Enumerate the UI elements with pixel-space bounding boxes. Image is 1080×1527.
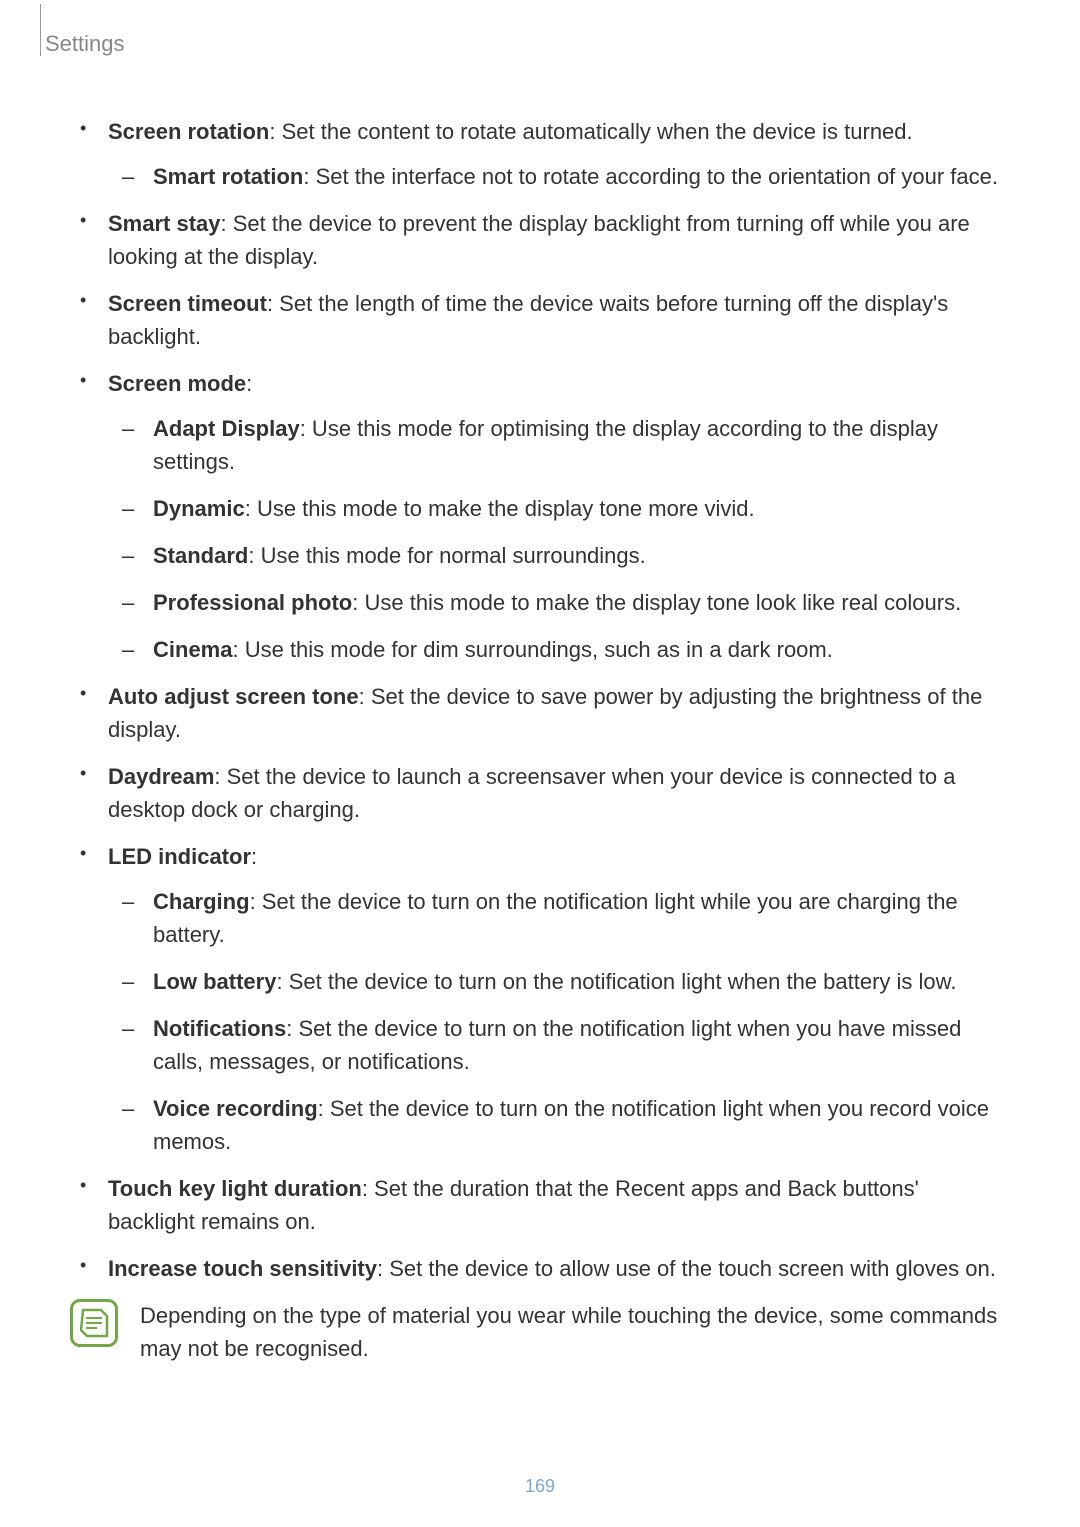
sub-list-item: Smart rotation: Set the interface not to… (108, 160, 1010, 193)
item-title: Auto adjust screen tone (108, 684, 359, 709)
sub-item-description: : Use this mode for normal surroundings. (248, 543, 645, 568)
sub-list-item: Standard: Use this mode for normal surro… (108, 539, 1010, 572)
list-item: Touch key light duration: Set the durati… (70, 1172, 1010, 1238)
sub-item-title: Cinema (153, 637, 232, 662)
header-title: Settings (45, 31, 125, 57)
list-item: Increase touch sensitivity: Set the devi… (70, 1252, 1010, 1285)
list-item: Screen rotation: Set the content to rota… (70, 115, 1010, 193)
item-title: LED indicator (108, 844, 251, 869)
sub-item-title: Notifications (153, 1016, 286, 1041)
list-item: Daydream: Set the device to launch a scr… (70, 760, 1010, 826)
list-item: Auto adjust screen tone: Set the device … (70, 680, 1010, 746)
sub-item-title: Charging (153, 889, 250, 914)
sub-list-item: Low battery: Set the device to turn on t… (108, 965, 1010, 998)
sub-item-description: : Set the device to turn on the notifica… (153, 889, 958, 947)
sub-list-item: Cinema: Use this mode for dim surroundin… (108, 633, 1010, 666)
sub-item-description: : Use this mode for dim surroundings, su… (232, 637, 832, 662)
sub-list-item: Professional photo: Use this mode to mak… (108, 586, 1010, 619)
list-item: Screen timeout: Set the length of time t… (70, 287, 1010, 353)
sub-list-item: Notifications: Set the device to turn on… (108, 1012, 1010, 1078)
page-header: Settings (40, 0, 125, 60)
list-item: Smart stay: Set the device to prevent th… (70, 207, 1010, 273)
item-description: : Set the content to rotate automaticall… (269, 119, 912, 144)
item-title: Smart stay (108, 211, 221, 236)
item-description: : Set the device to allow use of the tou… (377, 1256, 996, 1281)
sub-item-description: : Use this mode to make the display tone… (352, 590, 961, 615)
sub-item-title: Smart rotation (153, 164, 303, 189)
item-description: : (251, 844, 257, 869)
item-description: : Set the device to launch a screensaver… (108, 764, 956, 822)
sub-list-item: Dynamic: Use this mode to make the displ… (108, 492, 1010, 525)
sub-item-title: Standard (153, 543, 248, 568)
sub-list: Adapt Display: Use this mode for optimis… (108, 412, 1010, 666)
sub-item-description: : Use this mode to make the display tone… (245, 496, 755, 521)
item-title: Screen timeout (108, 291, 267, 316)
item-title: Touch key light duration (108, 1176, 362, 1201)
sub-list: Charging: Set the device to turn on the … (108, 885, 1010, 1158)
sub-list: Smart rotation: Set the interface not to… (108, 160, 1010, 193)
note-text: Depending on the type of material you we… (140, 1299, 1010, 1365)
page-number: 169 (0, 1476, 1080, 1497)
sub-list-item: Charging: Set the device to turn on the … (108, 885, 1010, 951)
sub-item-description: : Set the interface not to rotate accord… (303, 164, 998, 189)
item-title: Increase touch sensitivity (108, 1256, 377, 1281)
sub-item-title: Professional photo (153, 590, 352, 615)
sub-item-description: : Set the device to turn on the notifica… (276, 969, 956, 994)
note-box: Depending on the type of material you we… (70, 1299, 1010, 1365)
item-title: Screen rotation (108, 119, 269, 144)
note-icon (70, 1299, 118, 1347)
sub-item-title: Voice recording (153, 1096, 318, 1121)
item-description: : Set the device to prevent the display … (108, 211, 970, 269)
sub-list-item: Adapt Display: Use this mode for optimis… (108, 412, 1010, 478)
sub-list-item: Voice recording: Set the device to turn … (108, 1092, 1010, 1158)
item-description: : (246, 371, 252, 396)
item-title: Daydream (108, 764, 214, 789)
page-content: Screen rotation: Set the content to rota… (70, 115, 1010, 1365)
sub-item-title: Dynamic (153, 496, 245, 521)
sub-item-title: Low battery (153, 969, 276, 994)
item-title: Screen mode (108, 371, 246, 396)
settings-list: Screen rotation: Set the content to rota… (70, 115, 1010, 1285)
sub-item-title: Adapt Display (153, 416, 300, 441)
list-item: LED indicator: Charging: Set the device … (70, 840, 1010, 1158)
header-divider-vertical (40, 4, 41, 56)
list-item: Screen mode: Adapt Display: Use this mod… (70, 367, 1010, 666)
